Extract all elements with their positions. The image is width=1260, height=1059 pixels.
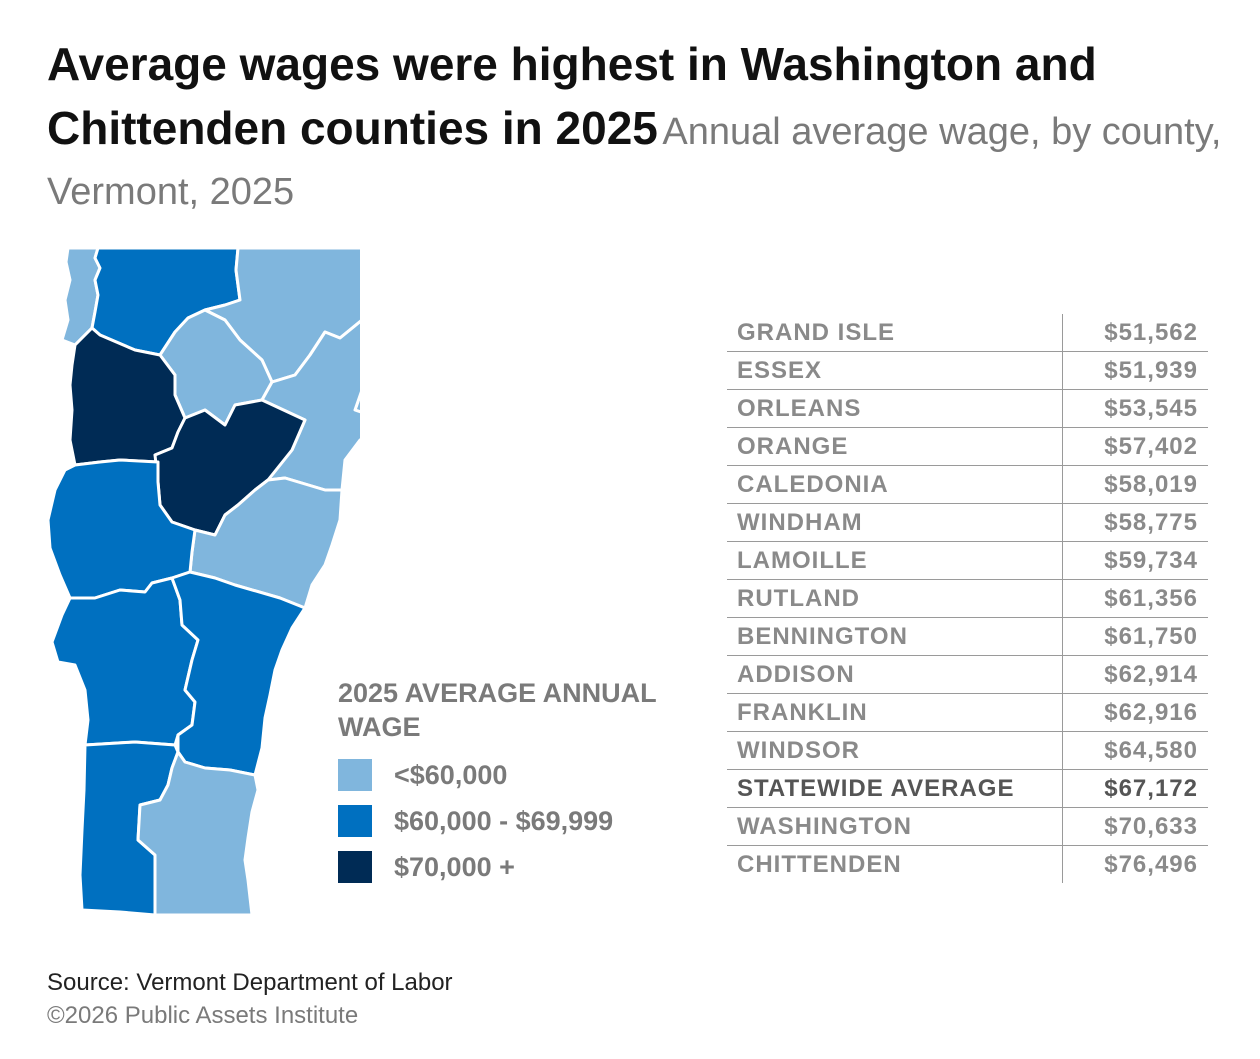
county-name-cell: ADDISON bbox=[727, 655, 1063, 694]
legend-title: 2025 AVERAGE ANNUAL WAGE bbox=[338, 678, 657, 742]
legend-label-mid: $60,000 - $69,999 bbox=[394, 805, 614, 836]
wage-value-cell: $57,402 bbox=[1062, 427, 1208, 466]
wage-value-cell: $58,019 bbox=[1062, 465, 1208, 504]
wage-value-cell: $53,545 bbox=[1062, 389, 1208, 428]
vermont-county-map bbox=[46, 246, 360, 917]
county-rutland bbox=[50, 576, 200, 747]
county-windham bbox=[136, 750, 260, 917]
table-row: WINDSOR $64,580 bbox=[727, 731, 1208, 770]
legend-label-low: <$60,000 bbox=[394, 759, 508, 790]
wage-value-cell: $59,734 bbox=[1062, 541, 1208, 580]
title-subtitle: Annual average wage, by county, Vermont,… bbox=[47, 111, 1222, 213]
wage-value-cell: $51,562 bbox=[1062, 314, 1208, 352]
title-main: Average wages were highest in Washington… bbox=[47, 38, 1097, 154]
county-name-cell: RUTLAND bbox=[727, 579, 1063, 618]
legend-swatch-high bbox=[338, 851, 372, 883]
legend-swatch-mid bbox=[338, 805, 372, 837]
wage-value-cell: $76,496 bbox=[1062, 845, 1208, 883]
legend-item-high: $70,000 + bbox=[338, 844, 658, 890]
wage-value-cell: $61,356 bbox=[1062, 579, 1208, 618]
table-row: ESSEX $51,939 bbox=[727, 351, 1208, 390]
table-row: LAMOILLE $59,734 bbox=[727, 541, 1208, 580]
table-row: ORANGE $57,402 bbox=[727, 427, 1208, 466]
wage-value-cell: $70,633 bbox=[1062, 807, 1208, 846]
legend-item-mid: $60,000 - $69,999 bbox=[338, 798, 658, 844]
county-name-cell: WINDSOR bbox=[727, 731, 1063, 770]
table-row: ORLEANS $53,545 bbox=[727, 389, 1208, 428]
copyright-note: ©2026 Public Assets Institute bbox=[47, 1002, 359, 1029]
map-legend: 2025 AVERAGE ANNUAL WAGE <$60,000 $60,00… bbox=[338, 676, 658, 890]
county-windsor bbox=[170, 570, 307, 777]
county-name-cell: STATEWIDE AVERAGE bbox=[727, 769, 1063, 808]
wage-value-cell: $58,775 bbox=[1062, 503, 1208, 542]
wage-value-cell: $62,916 bbox=[1062, 693, 1208, 732]
table-row: WASHINGTON $70,633 bbox=[727, 807, 1208, 846]
wage-table: GRAND ISLE $51,562 ESSEX $51,939 ORLEANS $53,… bbox=[727, 314, 1208, 883]
legend-item-low: <$60,000 bbox=[338, 752, 658, 798]
table-row: CHITTENDEN $76,496 bbox=[727, 845, 1208, 883]
county-name-cell: ESSEX bbox=[727, 351, 1063, 390]
county-name-cell: BENNINGTON bbox=[727, 617, 1063, 656]
county-name-cell: FRANKLIN bbox=[727, 693, 1063, 732]
legend-swatch-low bbox=[338, 759, 372, 791]
county-name-cell: CALEDONIA bbox=[727, 465, 1063, 504]
legend-label-high: $70,000 + bbox=[394, 851, 515, 882]
county-name-cell: WASHINGTON bbox=[727, 807, 1063, 846]
table-row: GRAND ISLE $51,562 bbox=[727, 314, 1208, 352]
source-note: Source: Vermont Department of Labor bbox=[47, 969, 453, 996]
wage-value-cell: $61,750 bbox=[1062, 617, 1208, 656]
footer: Source: Vermont Department of Labor ©202… bbox=[47, 966, 453, 1032]
table-row: STATEWIDE AVERAGE $67,172 bbox=[727, 769, 1208, 808]
county-name-cell: WINDHAM bbox=[727, 503, 1063, 542]
table-row: BENNINGTON $61,750 bbox=[727, 617, 1208, 656]
table-row: RUTLAND $61,356 bbox=[727, 579, 1208, 618]
county-name-cell: GRAND ISLE bbox=[727, 314, 1063, 352]
county-name-cell: LAMOILLE bbox=[727, 541, 1063, 580]
county-name-cell: ORANGE bbox=[727, 427, 1063, 466]
wage-value-cell: $51,939 bbox=[1062, 351, 1208, 390]
table-row: FRANKLIN $62,916 bbox=[727, 693, 1208, 732]
table-row: ADDISON $62,914 bbox=[727, 655, 1208, 694]
table-row: WINDHAM $58,775 bbox=[727, 503, 1208, 542]
county-name-cell: CHITTENDEN bbox=[737, 850, 902, 878]
wage-table-body: GRAND ISLE $51,562 ESSEX $51,939 ORLEANS $53,… bbox=[727, 314, 1208, 883]
table-row: CALEDONIA $58,019 bbox=[727, 465, 1208, 504]
wage-value-cell: $67,172 bbox=[1062, 769, 1208, 808]
wage-value-cell: $64,580 bbox=[1062, 731, 1208, 770]
chart-title: Average wages were highest in Washington… bbox=[47, 38, 1227, 226]
county-name-cell: ORLEANS bbox=[727, 389, 1063, 428]
legend-items: <$60,000 $60,000 - $69,999 $70,000 + bbox=[338, 752, 658, 890]
wage-value-cell: $62,914 bbox=[1062, 655, 1208, 694]
